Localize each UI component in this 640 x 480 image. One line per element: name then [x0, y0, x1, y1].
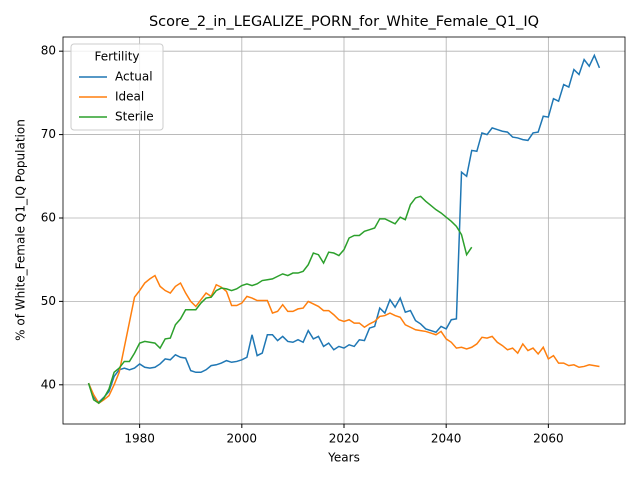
x-tick-label: 2060	[533, 432, 564, 446]
x-axis-label: Years	[327, 451, 360, 465]
legend-label: Sterile	[115, 110, 154, 124]
x-tick-label: 2040	[431, 432, 462, 446]
series-line	[87, 195, 473, 405]
y-tick-label: 40	[41, 377, 56, 391]
series-line	[87, 53, 601, 404]
plot-frame	[62, 36, 626, 425]
y-tick-label: 60	[41, 210, 56, 224]
legend-title: Fertility	[94, 50, 139, 64]
legend-label: Ideal	[115, 90, 144, 104]
x-tick-label: 2000	[227, 432, 258, 446]
y-tick-label: 70	[41, 127, 56, 141]
series-line	[87, 274, 600, 405]
chart-title: Score_2_in_LEGALIZE_PORN_for_White_Femal…	[149, 14, 539, 30]
legend-box	[70, 43, 164, 131]
x-tick-label: 2020	[329, 432, 360, 446]
y-tick-label: 50	[41, 294, 56, 308]
y-tick-label: 80	[41, 44, 56, 58]
x-tick-label: 1980	[124, 432, 155, 446]
y-axis-label: % of White_Female Q1_IQ Population	[14, 119, 28, 341]
legend-label: Actual	[115, 70, 153, 84]
